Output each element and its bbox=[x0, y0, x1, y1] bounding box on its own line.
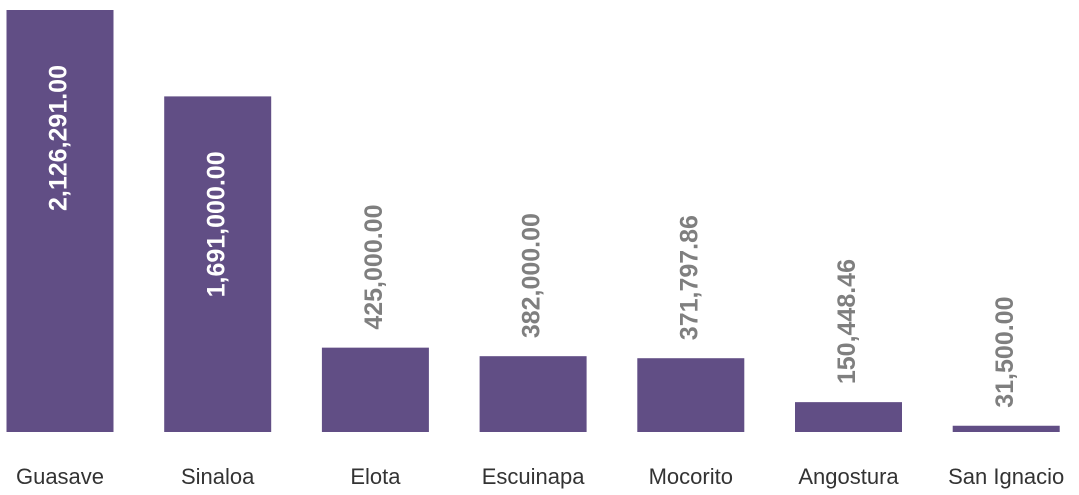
bar bbox=[321, 347, 429, 432]
data-label: 425,000.00 bbox=[360, 205, 388, 330]
x-tick-label: Mocorito bbox=[649, 464, 733, 489]
x-tick-label: Elota bbox=[350, 464, 401, 489]
bar bbox=[6, 10, 114, 432]
x-tick-label: San Ignacio bbox=[948, 464, 1064, 489]
x-tick-label: Escuinapa bbox=[482, 464, 586, 489]
data-label: 2,126,291.00 bbox=[45, 65, 73, 211]
x-tick-label: Sinaloa bbox=[181, 464, 255, 489]
data-label: 31,500.00 bbox=[991, 297, 1019, 408]
bar bbox=[795, 402, 902, 432]
bar bbox=[479, 356, 587, 432]
bar bbox=[637, 358, 745, 432]
x-tick-label: Angostura bbox=[798, 464, 899, 489]
bar bbox=[164, 96, 272, 433]
data-label: 1,691,000.00 bbox=[202, 151, 230, 297]
bar bbox=[952, 425, 1060, 432]
data-label: 371,797.86 bbox=[675, 215, 703, 340]
data-label: 382,000.00 bbox=[518, 213, 546, 338]
x-tick-label: Guasave bbox=[16, 464, 104, 489]
data-label: 150,448.46 bbox=[833, 259, 861, 384]
